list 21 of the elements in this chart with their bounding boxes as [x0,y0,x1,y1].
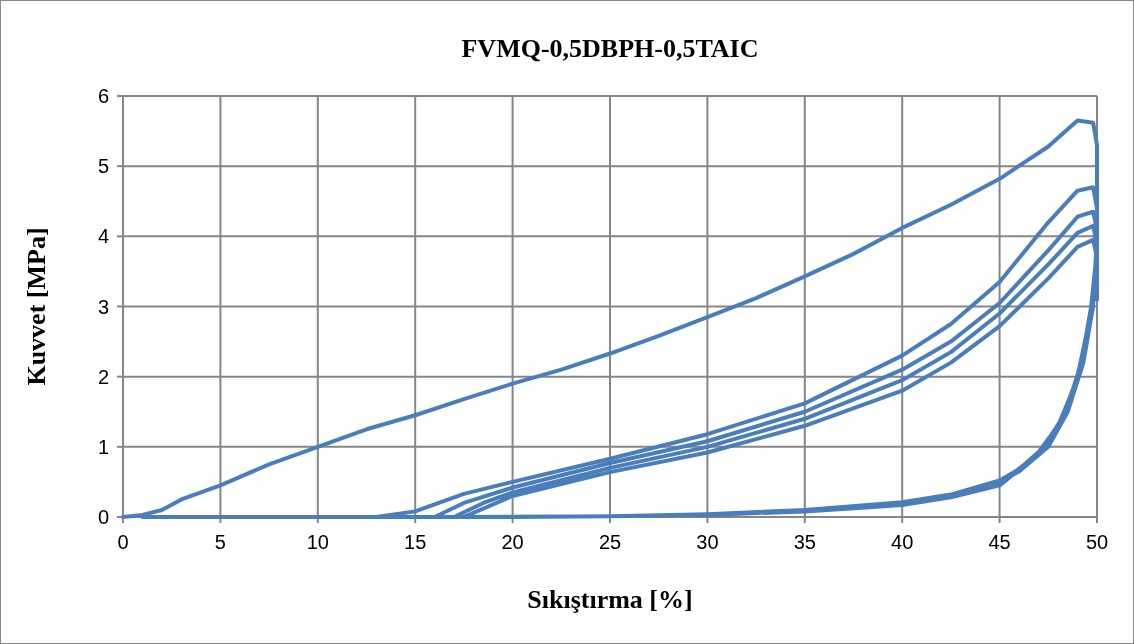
y-tick-label: 6 [97,85,109,107]
y-tick-label: 3 [97,295,109,318]
x-tick-label: 50 [1085,531,1109,553]
x-tick-label: 5 [214,531,226,553]
x-tick-label: 0 [117,531,129,553]
y-tick-label: 1 [97,435,109,458]
x-tick-label: 20 [501,531,524,553]
x-tick-label: 45 [988,531,1011,553]
y-tick-label: 4 [97,225,109,248]
y-axis-title: Kuvvet [MPa] [22,227,51,386]
x-tick-label: 30 [696,531,719,553]
x-tick-label: 35 [793,531,816,553]
y-tick-label: 5 [97,155,109,178]
x-tick-label: 10 [306,531,329,553]
x-tick-label: 25 [598,531,622,553]
chart-title: FVMQ-0,5DBPH-0,5TAIC [461,34,759,63]
y-tick-label: 0 [97,506,109,528]
x-tick-label: 40 [891,531,914,553]
x-axis-title: Sıkıştırma [%] [527,585,693,614]
y-tick-label: 2 [97,365,109,388]
x-tick-label: 15 [404,531,427,553]
